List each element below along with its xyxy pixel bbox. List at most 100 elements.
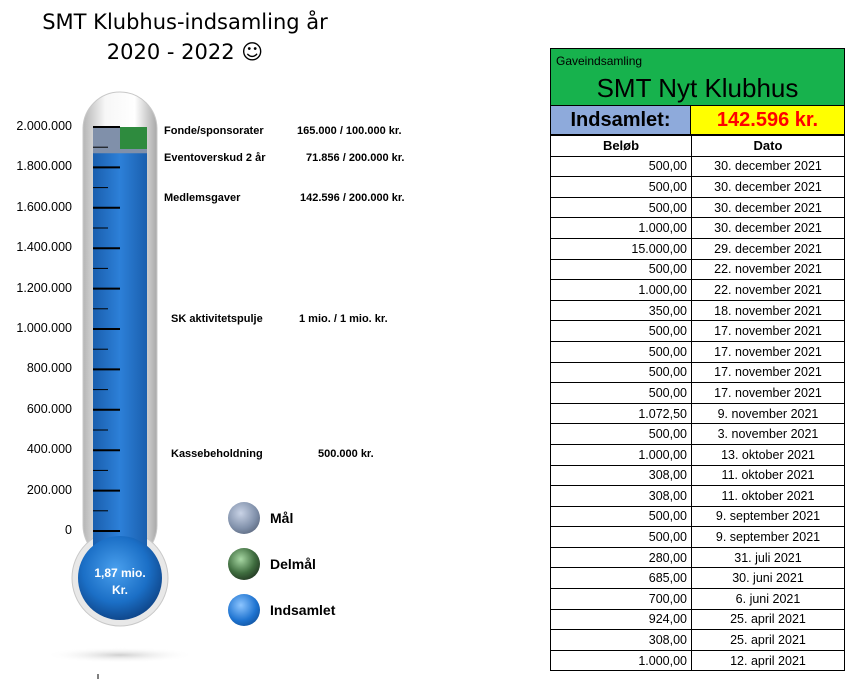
y-tick-label: 200.000	[26, 482, 72, 497]
legend-milestone: Delmål	[228, 547, 316, 581]
table-row: 500,00 22. november 2021	[550, 258, 845, 281]
legend-collected: Indsamlet	[228, 593, 335, 627]
cell-date: 30. december 2021	[691, 217, 845, 239]
total-value: 142.596 kr.	[691, 106, 844, 134]
table-row: 1.000,00 12. april 2021	[550, 649, 845, 672]
cell-amount: 500,00	[550, 361, 692, 384]
y-tick-label: 400.000	[26, 442, 72, 457]
y-tick-label: 800.000	[26, 361, 72, 376]
cell-date: 17. november 2021	[691, 361, 845, 384]
cell-amount: 500,00	[550, 176, 692, 198]
legend-goal-label: Mål	[270, 510, 294, 526]
cell-amount: 700,00	[550, 588, 692, 610]
cell-amount: 1.072,50	[550, 402, 692, 425]
cell-date: 30. december 2021	[691, 155, 845, 178]
cell-date: 13. oktober 2021	[691, 443, 845, 466]
page-title-line1: SMT Klubhus-indsamling år	[42, 10, 328, 34]
cell-date: 18. november 2021	[691, 299, 845, 322]
column-header-amount: Beløb	[550, 135, 692, 157]
column-header-date: Dato	[691, 135, 845, 157]
legend-goal-swatch	[228, 502, 260, 534]
annotation-value: 500.000 kr.	[318, 448, 374, 460]
cell-amount: 500,00	[550, 258, 692, 281]
donations-table: Beløb Dato 500,00 30. december 2021 500,00…	[550, 135, 845, 672]
cell-date: 30. juni 2021	[691, 567, 845, 590]
cell-date: 25. april 2021	[691, 629, 845, 651]
table-row: 500,00 17. november 2021	[550, 340, 845, 363]
table-row: 500,00 9. september 2021	[550, 526, 845, 548]
bulb-label-line1: 1,87 mio.	[94, 566, 146, 580]
y-tick-label: 1.800.000	[16, 159, 72, 174]
annotation-value: 1 mio. / 1 mio. kr.	[299, 313, 388, 325]
cell-date: 29. december 2021	[691, 237, 845, 260]
bulb-label-line2: Kr.	[111, 583, 128, 597]
y-tick-label: 1.200.000	[16, 280, 72, 295]
annotation-label: Kassebeholdning	[171, 448, 263, 460]
legend-collected-swatch	[228, 594, 260, 626]
legend-goal: Mål	[228, 501, 293, 535]
donations-title: SMT Nyt Klubhus	[596, 73, 799, 103]
cell-amount: 1.000,00	[550, 649, 692, 672]
page-title-line2: 2020 - 2022 ☺	[106, 40, 264, 64]
table-row: 685,00 30. juni 2021	[550, 567, 845, 590]
y-tick-label: 1.000.000	[16, 321, 72, 335]
annotation-label: Medlemsgaver	[164, 192, 241, 204]
annotation-value: 71.856 / 200.000 kr.	[306, 152, 405, 164]
cell-date: 3. november 2021	[691, 423, 845, 445]
milestone-bar	[120, 127, 147, 149]
bulb-fill	[78, 536, 162, 620]
cell-amount: 1.000,00	[550, 217, 692, 239]
annotation-label: SK aktivitetspulje	[171, 313, 263, 325]
table-row: 308,00 11. oktober 2021	[550, 464, 845, 487]
cell-date: 22. november 2021	[691, 279, 845, 301]
table-row: 500,00 17. november 2021	[550, 382, 845, 404]
table-row: 308,00 25. april 2021	[550, 629, 845, 651]
cell-amount: 500,00	[550, 320, 692, 342]
table-row: 500,00 30. december 2021	[550, 176, 845, 198]
cell-amount: 500,00	[550, 382, 692, 404]
cell-date: 11. oktober 2021	[691, 464, 845, 487]
cell-date: 11. oktober 2021	[691, 485, 845, 507]
cell-date: 30. december 2021	[691, 196, 845, 219]
cell-date: 22. november 2021	[691, 258, 845, 281]
table-row: 1.072,50 9. november 2021	[550, 402, 845, 425]
donations-subtitle: Gaveindsamling	[556, 54, 643, 68]
shadow-ellipse	[45, 647, 195, 663]
cell-amount: 500,00	[550, 155, 692, 178]
cell-amount: 500,00	[550, 196, 692, 219]
donations-header: Gaveindsamling SMT Nyt Klubhus	[550, 48, 845, 106]
table-row: 500,00 30. december 2021	[550, 196, 845, 219]
table-row: 1.000,00 30. december 2021	[550, 217, 845, 239]
cell-amount: 308,00	[550, 629, 692, 651]
table-row: 500,00 9. september 2021	[550, 505, 845, 528]
cell-amount: 308,00	[550, 464, 692, 487]
cell-date: 9. september 2021	[691, 505, 845, 528]
cell-date: 6. juni 2021	[691, 588, 845, 610]
legend-milestone-label: Delmål	[270, 556, 316, 572]
cell-date: 9. september 2021	[691, 526, 845, 548]
collected-bar	[93, 153, 147, 560]
annotation-label: Fonde/sponsorater	[164, 125, 264, 137]
table-row: 500,00 17. november 2021	[550, 320, 845, 342]
table-row: 308,00 11. oktober 2021	[550, 485, 845, 507]
cell-amount: 685,00	[550, 567, 692, 590]
table-row: 1.000,00 13. oktober 2021	[550, 443, 845, 466]
y-tick-label: 600.000	[26, 401, 72, 416]
table-row: 500,00 3. november 2021	[550, 423, 845, 445]
total-label: Indsamlet:	[551, 106, 691, 134]
cell-date: 12. april 2021	[691, 649, 845, 672]
cell-date: 30. december 2021	[691, 176, 845, 198]
cell-amount: 500,00	[550, 340, 692, 363]
cell-amount: 500,00	[550, 505, 692, 528]
table-row: 1.000,00 22. november 2021	[550, 279, 845, 301]
cell-date: 17. november 2021	[691, 382, 845, 404]
table-row: 350,00 18. november 2021	[550, 299, 845, 322]
cell-amount: 1.000,00	[550, 443, 692, 466]
cell-amount: 350,00	[550, 299, 692, 322]
legend-collected-label: Indsamlet	[270, 602, 336, 618]
cell-date: 25. april 2021	[691, 608, 845, 631]
annotation-label: Eventoverskud 2 år	[164, 152, 266, 164]
cell-amount: 308,00	[550, 485, 692, 507]
cell-amount: 1.000,00	[550, 279, 692, 301]
cell-amount: 280,00	[550, 546, 692, 569]
